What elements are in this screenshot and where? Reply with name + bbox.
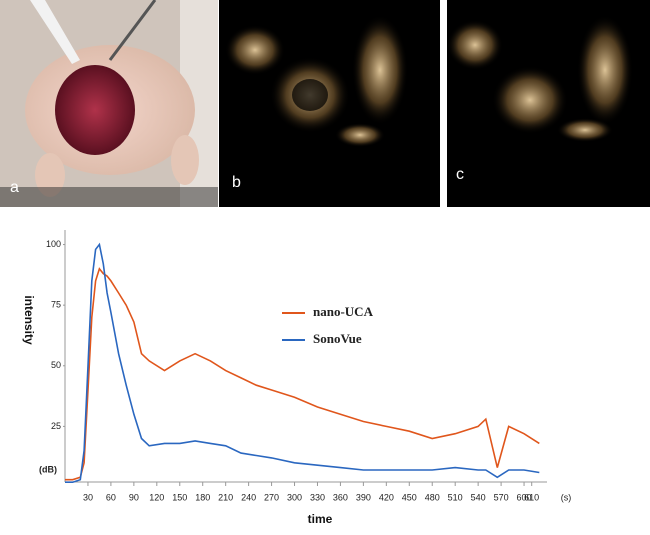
- panel-label: b: [232, 174, 241, 191]
- x-tick-label: 600: [517, 492, 532, 502]
- x-unit: (s): [561, 492, 572, 502]
- y-tick-label: 25: [51, 421, 61, 431]
- x-tick-label: 390: [356, 492, 371, 502]
- x-tick-label: 420: [379, 492, 394, 502]
- y-axis-title: intensity: [22, 295, 36, 345]
- photo-shadow: [0, 187, 218, 207]
- animal-leg: [171, 135, 199, 185]
- x-tick-label: 150: [172, 492, 187, 502]
- legend-label: SonoVue: [313, 331, 362, 346]
- divider: [440, 0, 447, 207]
- x-tick-label: 210: [218, 492, 233, 502]
- panel-label: c: [456, 166, 464, 183]
- series-line: [65, 242, 540, 483]
- y-tick-label: 50: [51, 360, 61, 370]
- x-tick-label: 30: [83, 492, 93, 502]
- animal-leg: [35, 153, 65, 197]
- x-tick-label: 120: [149, 492, 164, 502]
- x-tick-label: 610: [524, 492, 539, 502]
- x-tick-label: 240: [241, 492, 256, 502]
- echo: [447, 20, 503, 70]
- legend-label: nano-UCA: [313, 304, 374, 319]
- y-unit: (dB): [39, 464, 57, 474]
- x-tick-label: 90: [129, 492, 139, 502]
- echo: [577, 15, 633, 125]
- echo: [335, 123, 385, 147]
- panel-b: b: [219, 0, 440, 207]
- x-tick-label: 330: [310, 492, 325, 502]
- x-tick-label: 270: [264, 492, 279, 502]
- x-tick-label: 450: [402, 492, 417, 502]
- x-axis-title: time: [308, 512, 333, 526]
- panel-a: a: [0, 0, 218, 207]
- echo: [352, 15, 408, 125]
- wound: [55, 65, 135, 155]
- panel-c: c: [447, 0, 650, 207]
- forceps: [108, 0, 157, 61]
- x-tick-label: 510: [448, 492, 463, 502]
- echo-dark: [292, 79, 328, 111]
- x-tick-label: 360: [333, 492, 348, 502]
- x-tick-label: 180: [195, 492, 210, 502]
- instrument: [30, 0, 80, 64]
- x-tick-label: 540: [471, 492, 486, 502]
- echo: [225, 25, 285, 75]
- x-tick-label: 60: [106, 492, 116, 502]
- y-tick-label: 75: [51, 300, 61, 310]
- echo: [492, 66, 568, 134]
- x-tick-label: 480: [425, 492, 440, 502]
- x-tick-label: 300: [287, 492, 302, 502]
- series-line: [65, 267, 540, 481]
- echo: [557, 118, 613, 142]
- panel-label: a: [10, 179, 19, 196]
- y-tick-label: 100: [46, 239, 61, 249]
- x-tick-label: 570: [494, 492, 509, 502]
